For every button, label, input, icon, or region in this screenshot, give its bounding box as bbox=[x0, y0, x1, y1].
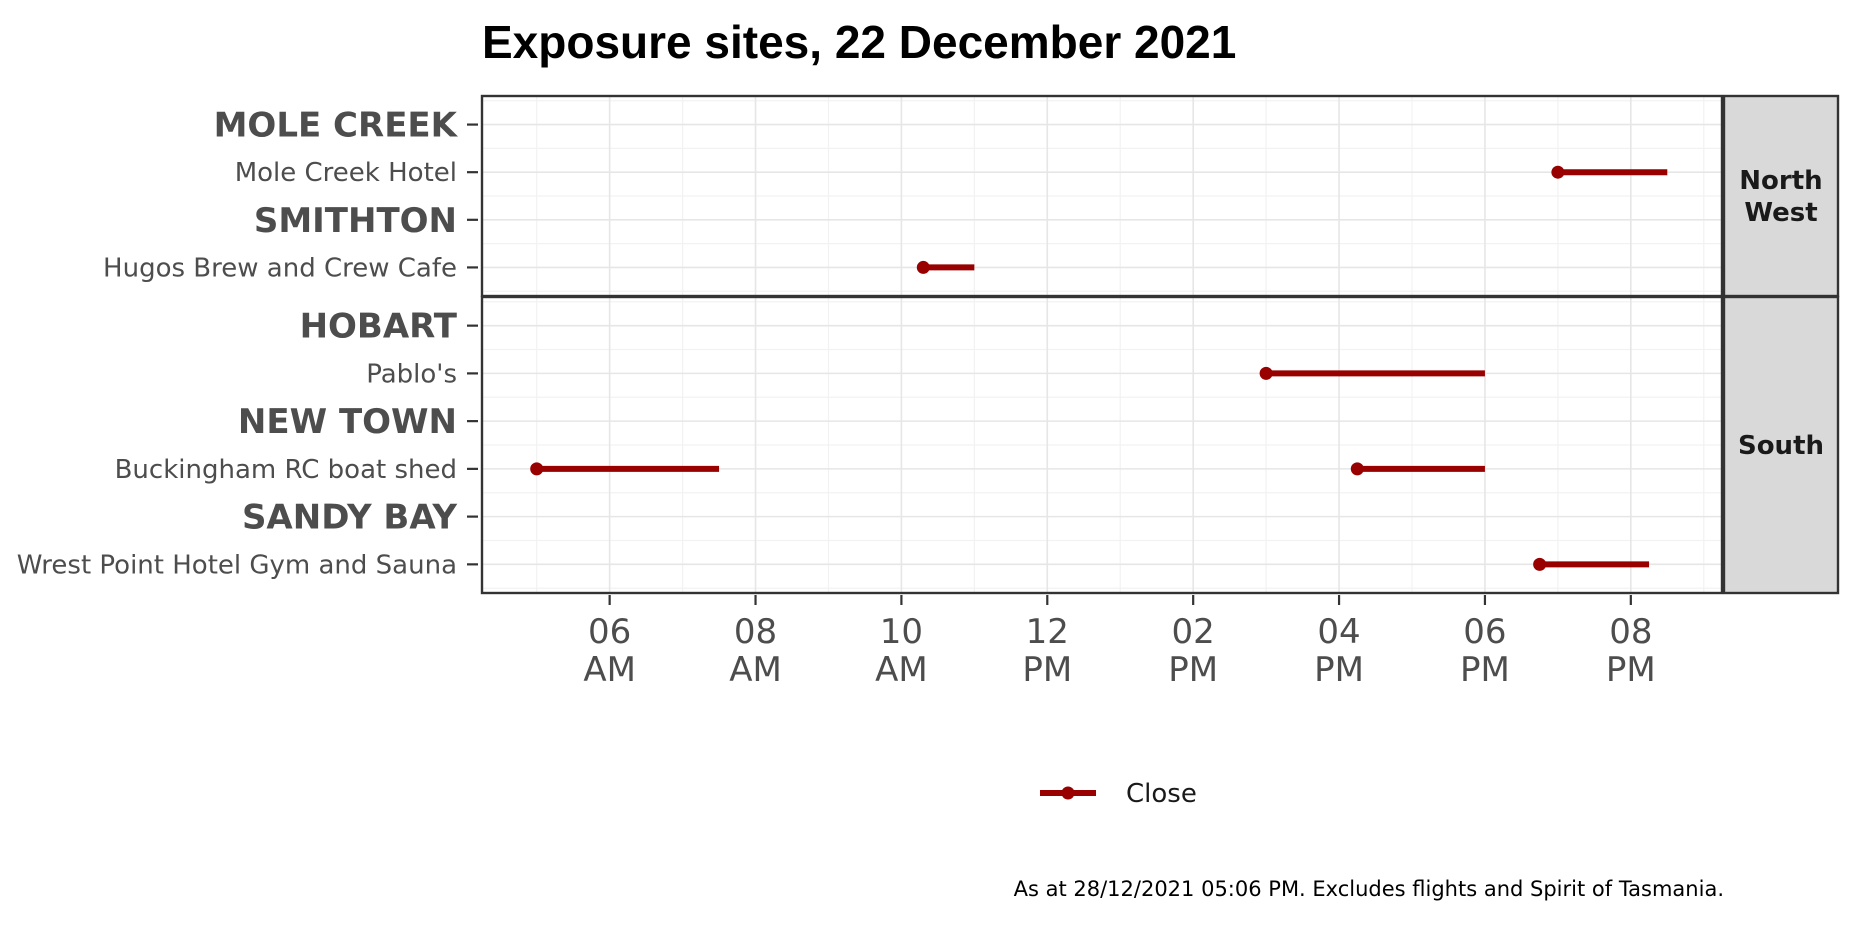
facet-label: North bbox=[1739, 166, 1822, 196]
caption: As at 28/12/2021 05:06 PM. Excludes flig… bbox=[1014, 877, 1724, 901]
exposure-start-point bbox=[1259, 366, 1273, 380]
town-label: SMITHTON bbox=[254, 201, 457, 241]
x-tick-label: 10 bbox=[880, 612, 923, 652]
panel-border bbox=[480, 295, 1724, 595]
site-label: Hugos Brew and Crew Cafe bbox=[103, 253, 457, 283]
x-tick-label: AM bbox=[729, 650, 782, 690]
town-label: MOLE CREEK bbox=[214, 106, 459, 146]
exposure-start-point bbox=[1533, 557, 1547, 571]
x-tick-label: 08 bbox=[1609, 612, 1652, 652]
x-tick-label: PM bbox=[1606, 650, 1656, 690]
town-label: HOBART bbox=[300, 307, 458, 347]
x-tick-label: 06 bbox=[1463, 612, 1506, 652]
x-tick-label: PM bbox=[1168, 650, 1218, 690]
site-label: Buckingham RC boat shed bbox=[115, 455, 457, 485]
legend-key-point bbox=[1061, 786, 1075, 800]
site-label: Mole Creek Hotel bbox=[235, 158, 457, 188]
exposure-start-point bbox=[916, 260, 930, 274]
facet-label: South bbox=[1738, 431, 1824, 461]
x-tick-label: PM bbox=[1314, 650, 1364, 690]
facet-strip bbox=[1722, 94, 1840, 298]
town-label: SANDY BAY bbox=[242, 498, 457, 538]
panels-layer: MOLE CREEK Mole Creek Hotel SMITHTON Hugos … bbox=[17, 94, 1840, 595]
x-tick-label: 06 bbox=[588, 612, 631, 652]
facet-strip bbox=[1722, 295, 1840, 595]
exposure-start-point bbox=[530, 462, 544, 476]
x-tick-label: 02 bbox=[1172, 612, 1215, 652]
town-label: NEW TOWN bbox=[238, 402, 457, 442]
x-tick-label: 04 bbox=[1317, 612, 1360, 652]
x-tick-label: AM bbox=[583, 650, 636, 690]
panel-north-west: MOLE CREEK Mole Creek Hotel SMITHTON Hugos … bbox=[103, 94, 1840, 298]
legend-label-close: Close bbox=[1126, 779, 1197, 809]
exposure-start-point bbox=[1551, 165, 1565, 179]
exposure-start-point bbox=[1350, 462, 1364, 476]
x-tick-label: PM bbox=[1022, 650, 1072, 690]
site-label: Wrest Point Hotel Gym and Sauna bbox=[17, 550, 457, 580]
legend: Close bbox=[1040, 779, 1197, 809]
x-tick-label: AM bbox=[875, 650, 928, 690]
x-tick-label: 08 bbox=[734, 612, 777, 652]
facet-label: West bbox=[1744, 198, 1817, 228]
panel-south: HOBART Pablo's NEW TOWN Buckingham RC boat … bbox=[17, 295, 1840, 595]
x-tick-label: 12 bbox=[1026, 612, 1069, 652]
x-tick-label: PM bbox=[1460, 650, 1510, 690]
site-label: Pablo's bbox=[366, 359, 457, 389]
chart-title: Exposure sites, 22 December 2021 bbox=[482, 16, 1236, 68]
